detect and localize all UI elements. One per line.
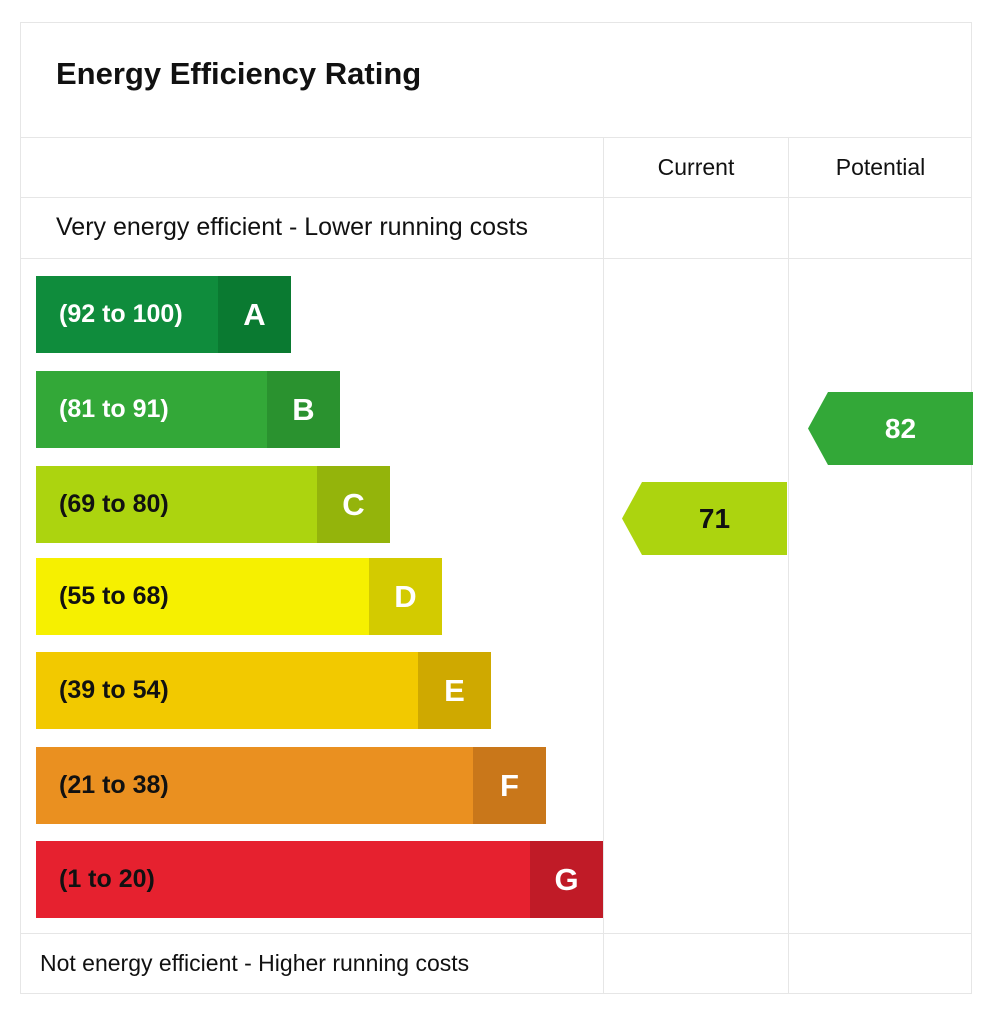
band-letter-label: E xyxy=(418,652,491,729)
divider xyxy=(20,933,972,934)
potential-rating-arrow: 82 xyxy=(808,392,973,465)
band-b: (81 to 91) B xyxy=(36,371,340,448)
current-rating-value: 71 xyxy=(698,503,731,534)
band-range-label: (92 to 100) xyxy=(59,300,183,328)
current-rating-arrow: 71 xyxy=(622,482,787,555)
band-e: (39 to 54) E xyxy=(36,652,491,729)
band-range-label: (39 to 54) xyxy=(59,676,169,704)
band-letter-label: B xyxy=(267,371,340,448)
band-letter-label: A xyxy=(218,276,291,353)
divider xyxy=(20,137,972,138)
band-g: (1 to 20) G xyxy=(36,841,603,918)
inefficient-note: Not energy efficient - Higher running co… xyxy=(40,950,470,976)
band-range-label: (55 to 68) xyxy=(59,582,169,610)
divider xyxy=(20,197,972,198)
band-letter-label: D xyxy=(369,558,442,635)
band-a: (92 to 100) A xyxy=(36,276,291,353)
band-letter-label: C xyxy=(317,466,390,543)
band-d: (55 to 68) D xyxy=(36,558,442,635)
divider xyxy=(20,258,972,259)
chart-title: Energy Efficiency Rating xyxy=(56,56,422,91)
band-c: (69 to 80) C xyxy=(36,466,390,543)
band-letter-label: F xyxy=(473,747,546,824)
band-letter-label: G xyxy=(530,841,603,918)
band-range-label: (69 to 80) xyxy=(59,490,169,518)
column-divider xyxy=(603,138,604,994)
rating-table xyxy=(20,22,972,994)
efficient-note: Very energy efficient - Lower running co… xyxy=(56,213,529,241)
potential-rating-value: 82 xyxy=(884,413,917,444)
band-range-label: (1 to 20) xyxy=(59,865,155,893)
band-range-label: (21 to 38) xyxy=(59,771,169,799)
potential-header: Potential xyxy=(835,154,926,180)
current-header: Current xyxy=(657,154,735,180)
band-f: (21 to 38) F xyxy=(36,747,546,824)
column-divider xyxy=(788,138,789,994)
band-range-label: (81 to 91) xyxy=(59,395,169,423)
